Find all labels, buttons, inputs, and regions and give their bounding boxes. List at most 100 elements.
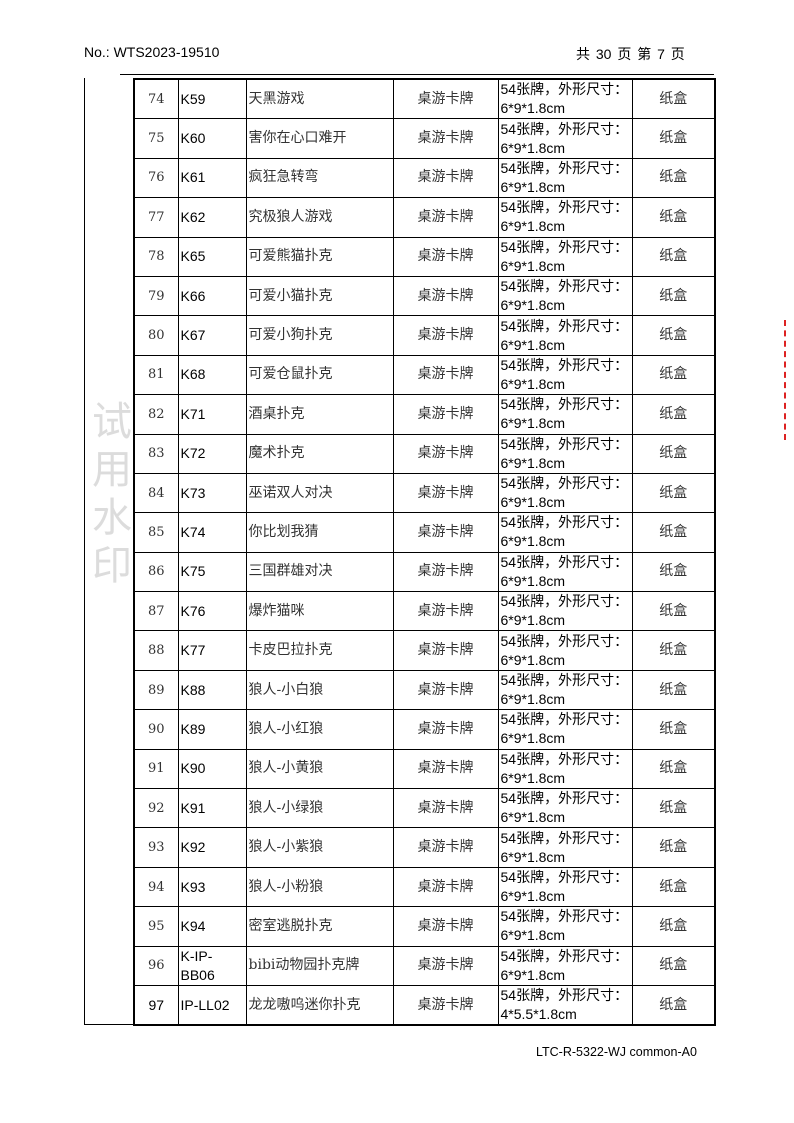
product-spec: 54张牌，外形尺寸：6*9*1.8cm xyxy=(498,749,632,788)
product-code: IP-LL02 xyxy=(178,985,246,1025)
product-spec: 54张牌，外形尺寸：6*9*1.8cm xyxy=(498,237,632,276)
table-row: 74K59天黑游戏桌游卡牌54张牌，外形尺寸：6*9*1.8cm纸盒 xyxy=(134,79,715,119)
table-row: 79K66可爱小猫扑克桌游卡牌54张牌，外形尺寸：6*9*1.8cm纸盒 xyxy=(134,276,715,315)
product-name: 狼人-小粉狼 xyxy=(246,867,393,906)
product-code: K77 xyxy=(178,631,246,670)
row-number: 79 xyxy=(134,276,178,315)
product-name: 巫诺双人对决 xyxy=(246,473,393,512)
product-spec: 54张牌，外形尺寸：6*9*1.8cm xyxy=(498,552,632,591)
product-code: K90 xyxy=(178,749,246,788)
table-row: 87K76爆炸猫咪桌游卡牌54张牌，外形尺寸：6*9*1.8cm纸盒 xyxy=(134,592,715,631)
table-row: 84K73巫诺双人对决桌游卡牌54张牌，外形尺寸：6*9*1.8cm纸盒 xyxy=(134,473,715,512)
product-spec: 54张牌，外形尺寸：6*9*1.8cm xyxy=(498,395,632,434)
product-type: 桌游卡牌 xyxy=(393,316,498,355)
product-name: 魔术扑克 xyxy=(246,434,393,473)
product-name: 害你在心口难开 xyxy=(246,119,393,158)
table-row: 78K65可爱熊猫扑克桌游卡牌54张牌，外形尺寸：6*9*1.8cm纸盒 xyxy=(134,237,715,276)
row-number: 92 xyxy=(134,789,178,828)
packaging: 纸盒 xyxy=(632,828,715,867)
table-row: 80K67可爱小狗扑克桌游卡牌54张牌，外形尺寸：6*9*1.8cm纸盒 xyxy=(134,316,715,355)
product-table: 74K59天黑游戏桌游卡牌54张牌，外形尺寸：6*9*1.8cm纸盒75K60害… xyxy=(133,78,716,1026)
product-spec: 54张牌，外形尺寸：6*9*1.8cm xyxy=(498,631,632,670)
product-code: K93 xyxy=(178,867,246,906)
row-number: 85 xyxy=(134,513,178,552)
row-number: 96 xyxy=(134,946,178,985)
product-code: K61 xyxy=(178,158,246,197)
table-row: 77K62究极狼人游戏桌游卡牌54张牌，外形尺寸：6*9*1.8cm纸盒 xyxy=(134,198,715,237)
product-type: 桌游卡牌 xyxy=(393,592,498,631)
product-type: 桌游卡牌 xyxy=(393,119,498,158)
product-name: 爆炸猫咪 xyxy=(246,592,393,631)
packaging: 纸盒 xyxy=(632,592,715,631)
table-row: 93K92狼人-小紫狼桌游卡牌54张牌，外形尺寸：6*9*1.8cm纸盒 xyxy=(134,828,715,867)
packaging: 纸盒 xyxy=(632,513,715,552)
product-name: 你比划我猜 xyxy=(246,513,393,552)
table-row: 91K90狼人-小黄狼桌游卡牌54张牌，外形尺寸：6*9*1.8cm纸盒 xyxy=(134,749,715,788)
table-row: 82K71酒桌扑克桌游卡牌54张牌，外形尺寸：6*9*1.8cm纸盒 xyxy=(134,395,715,434)
table-row: 89K88狼人-小白狼桌游卡牌54张牌，外形尺寸：6*9*1.8cm纸盒 xyxy=(134,670,715,709)
product-code: K91 xyxy=(178,789,246,828)
packaging: 纸盒 xyxy=(632,946,715,985)
product-type: 桌游卡牌 xyxy=(393,631,498,670)
product-code: K88 xyxy=(178,670,246,709)
product-spec: 54张牌，外形尺寸：6*9*1.8cm xyxy=(498,828,632,867)
packaging: 纸盒 xyxy=(632,276,715,315)
row-number: 83 xyxy=(134,434,178,473)
product-type: 桌游卡牌 xyxy=(393,985,498,1025)
product-type: 桌游卡牌 xyxy=(393,867,498,906)
product-name: 究极狼人游戏 xyxy=(246,198,393,237)
product-code: K76 xyxy=(178,592,246,631)
product-type: 桌游卡牌 xyxy=(393,473,498,512)
row-number: 82 xyxy=(134,395,178,434)
row-number: 91 xyxy=(134,749,178,788)
packaging: 纸盒 xyxy=(632,473,715,512)
product-code: K94 xyxy=(178,907,246,946)
product-type: 桌游卡牌 xyxy=(393,710,498,749)
product-name: 密室逃脱扑克 xyxy=(246,907,393,946)
table-row: 88K77卡皮巴拉扑克桌游卡牌54张牌，外形尺寸：6*9*1.8cm纸盒 xyxy=(134,631,715,670)
product-code: K59 xyxy=(178,79,246,119)
product-type: 桌游卡牌 xyxy=(393,198,498,237)
product-name: 狼人-小白狼 xyxy=(246,670,393,709)
product-name: 天黑游戏 xyxy=(246,79,393,119)
product-code: K92 xyxy=(178,828,246,867)
row-number: 94 xyxy=(134,867,178,906)
row-number: 84 xyxy=(134,473,178,512)
product-name: 可爱仓鼠扑克 xyxy=(246,355,393,394)
packaging: 纸盒 xyxy=(632,355,715,394)
row-number: 77 xyxy=(134,198,178,237)
row-number: 87 xyxy=(134,592,178,631)
table-row: 81K68可爱仓鼠扑克桌游卡牌54张牌，外形尺寸：6*9*1.8cm纸盒 xyxy=(134,355,715,394)
product-name: 狼人-小黄狼 xyxy=(246,749,393,788)
product-type: 桌游卡牌 xyxy=(393,395,498,434)
table-row: 96K-IP-BB06bibi动物园扑克牌桌游卡牌54张牌，外形尺寸：6*9*1… xyxy=(134,946,715,985)
packaging: 纸盒 xyxy=(632,789,715,828)
product-name: 狼人-小红狼 xyxy=(246,710,393,749)
table-row: 86K75三国群雄对决桌游卡牌54张牌，外形尺寸：6*9*1.8cm纸盒 xyxy=(134,552,715,591)
product-name: 龙龙嗷呜迷你扑克 xyxy=(246,985,393,1025)
product-code: K75 xyxy=(178,552,246,591)
product-type: 桌游卡牌 xyxy=(393,789,498,828)
row-number: 95 xyxy=(134,907,178,946)
table-row: 75K60害你在心口难开桌游卡牌54张牌，外形尺寸：6*9*1.8cm纸盒 xyxy=(134,119,715,158)
product-spec: 54张牌，外形尺寸：6*9*1.8cm xyxy=(498,789,632,828)
product-spec: 54张牌，外形尺寸：6*9*1.8cm xyxy=(498,907,632,946)
report-number: No.: WTS2023-19510 xyxy=(84,44,219,60)
table-row: 90K89狼人-小红狼桌游卡牌54张牌，外形尺寸：6*9*1.8cm纸盒 xyxy=(134,710,715,749)
product-name: 可爱熊猫扑克 xyxy=(246,237,393,276)
divider xyxy=(120,74,714,75)
row-number: 81 xyxy=(134,355,178,394)
row-number: 74 xyxy=(134,79,178,119)
product-code: K60 xyxy=(178,119,246,158)
packaging: 纸盒 xyxy=(632,119,715,158)
packaging: 纸盒 xyxy=(632,198,715,237)
packaging: 纸盒 xyxy=(632,395,715,434)
table-row: 97IP-LL02龙龙嗷呜迷你扑克桌游卡牌54张牌，外形尺寸：4*5.5*1.8… xyxy=(134,985,715,1025)
product-name: 卡皮巴拉扑克 xyxy=(246,631,393,670)
row-number: 80 xyxy=(134,316,178,355)
product-type: 桌游卡牌 xyxy=(393,552,498,591)
row-number: 75 xyxy=(134,119,178,158)
product-name: 可爱小猫扑克 xyxy=(246,276,393,315)
product-type: 桌游卡牌 xyxy=(393,946,498,985)
